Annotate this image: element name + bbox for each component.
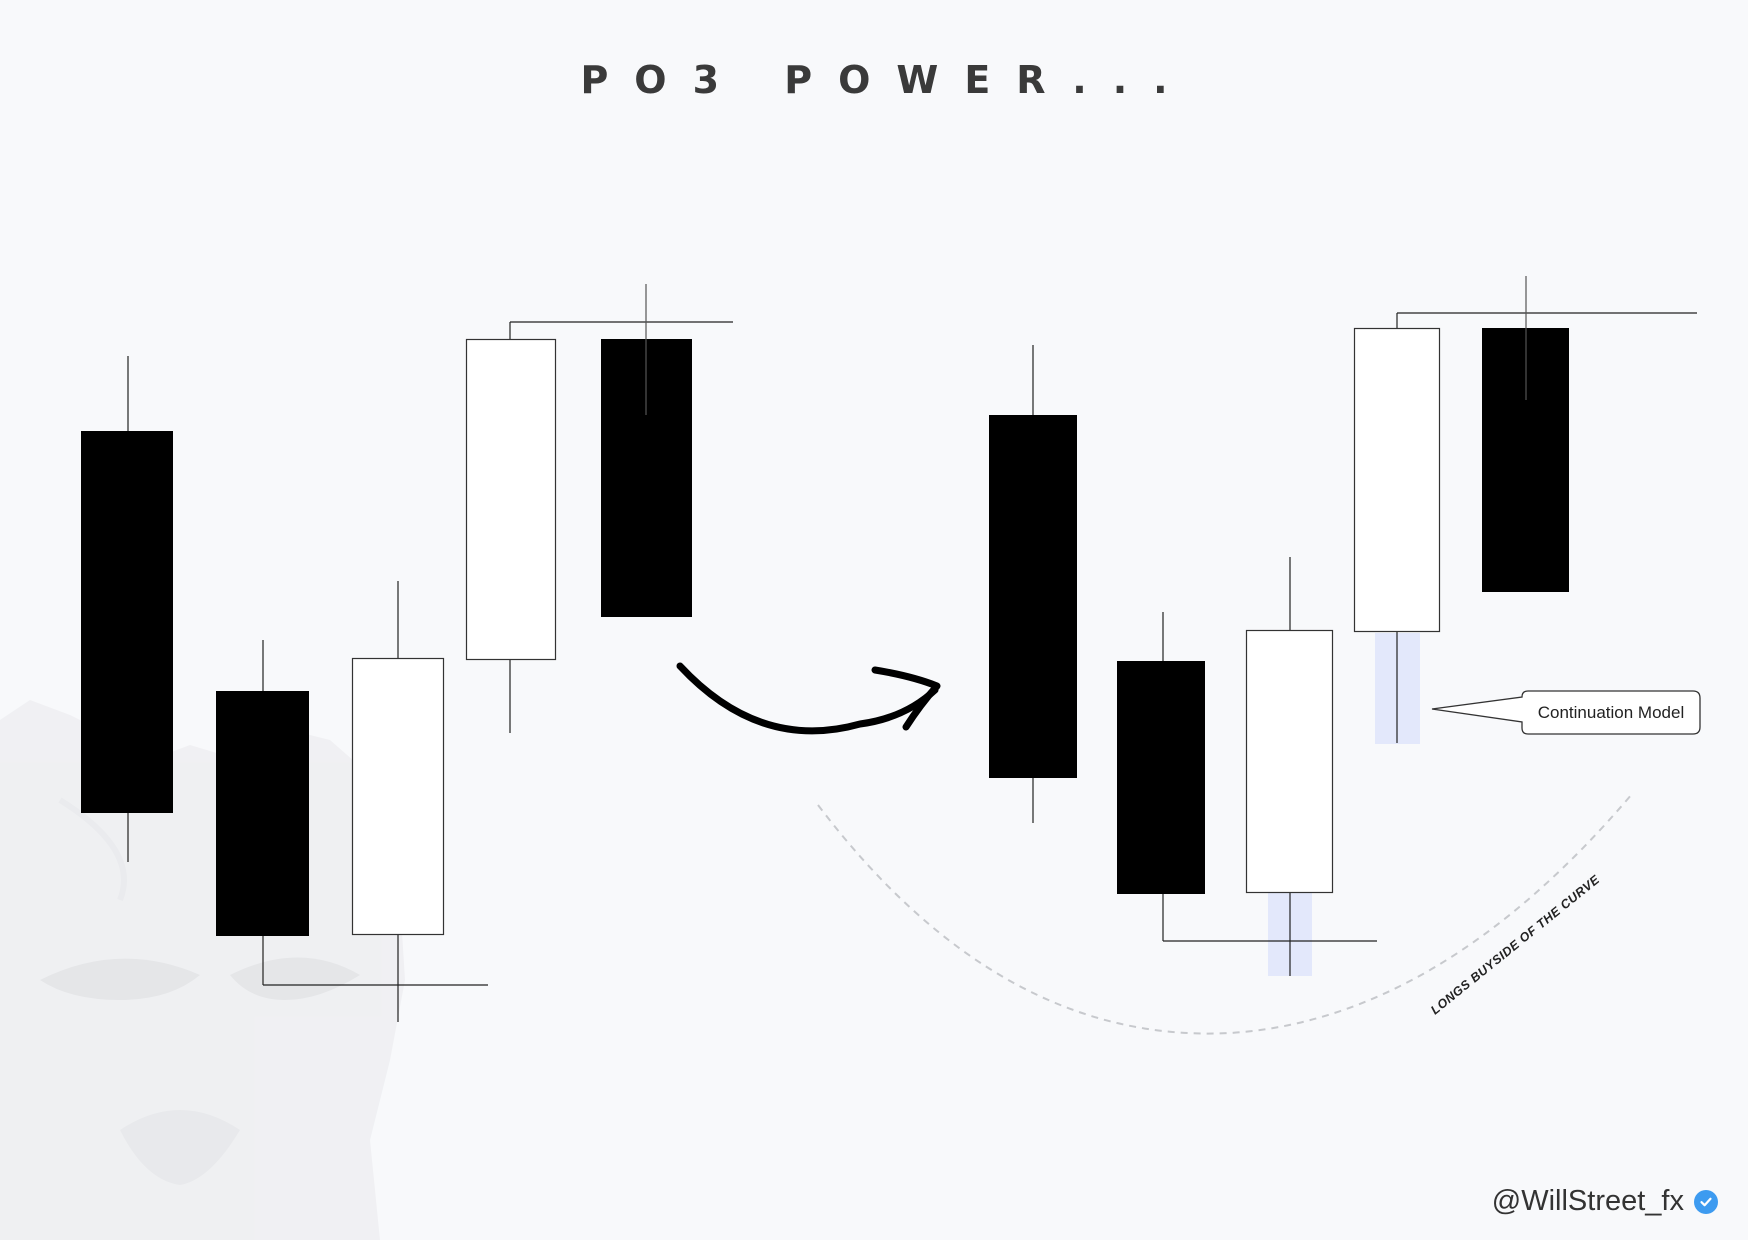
handle-text: @WillStreet_fx — [1491, 1185, 1684, 1217]
verified-check-icon — [1694, 1189, 1718, 1214]
dashed-curve — [817, 793, 1633, 1035]
candle-bullish — [1245, 557, 1334, 976]
left-candle-set — [81, 284, 733, 1022]
candle-bearish — [601, 284, 692, 617]
candle-bearish — [216, 640, 309, 985]
callout-label: Continuation Model — [1538, 703, 1684, 722]
continuation-model-callout: Continuation Model — [1431, 690, 1701, 735]
curved-arrow-icon — [676, 662, 941, 735]
author-handle: @WillStreet_fx — [1492, 1185, 1718, 1218]
candle-bearish — [1482, 276, 1569, 592]
candle-bearish — [81, 356, 173, 862]
candle-bullish — [465, 322, 557, 733]
wolf-head-icon — [0, 700, 405, 1240]
right-candle-set: Continuation Model LONGS BUYSIDE OF THE … — [817, 276, 1701, 1035]
curve-label: LONGS BUYSIDE OF THE CURVE — [1428, 872, 1602, 1017]
candle-bullish — [351, 581, 445, 1022]
candle-bearish — [1117, 612, 1205, 941]
candle-bearish — [989, 345, 1077, 823]
page-title: PO3 POWER... — [580, 58, 1194, 102]
candle-bullish — [1353, 313, 1441, 743]
